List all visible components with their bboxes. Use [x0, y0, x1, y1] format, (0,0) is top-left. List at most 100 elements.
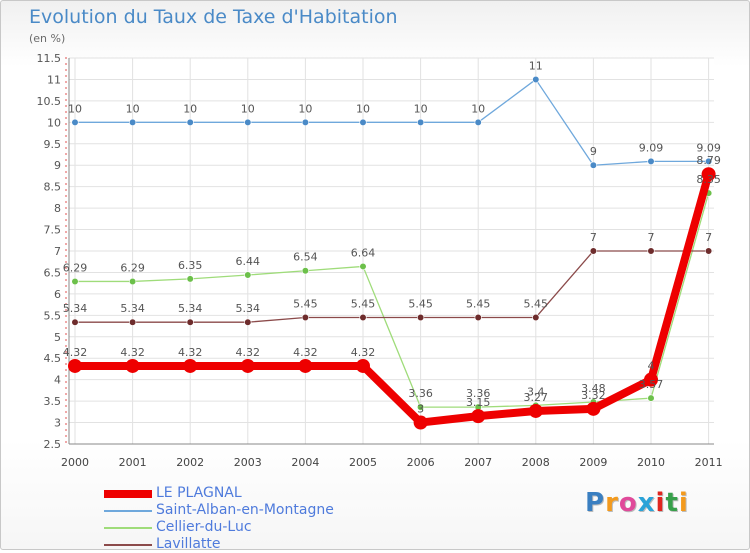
data-point [647, 394, 655, 402]
y-tick-label: 6 [54, 288, 61, 301]
data-point [298, 358, 313, 373]
data-label: 4.32 [351, 346, 376, 359]
x-tick-label: 2006 [407, 456, 435, 469]
data-label: 3.27 [524, 391, 549, 404]
logo-letter: t [665, 488, 679, 518]
data-label: 6.35 [178, 259, 203, 272]
data-label: 10 [298, 102, 312, 115]
y-tick-label: 4 [54, 374, 61, 387]
data-label: 8.79 [696, 154, 721, 167]
data-point [244, 318, 252, 326]
x-tick-label: 2003 [234, 456, 262, 469]
x-tick-label: 2004 [291, 456, 319, 469]
data-label: 10 [471, 102, 485, 115]
data-point [71, 118, 79, 126]
data-point [359, 262, 367, 271]
data-label: 3.15 [466, 396, 491, 409]
data-label: 10 [126, 102, 140, 115]
data-point [647, 157, 655, 165]
y-tick-label: 7 [54, 245, 61, 258]
data-label: 5.34 [236, 302, 261, 315]
data-label: 5.34 [120, 302, 145, 315]
data-label: 3.36 [466, 387, 491, 400]
data-point [474, 313, 482, 322]
data-label: 4.32 [178, 346, 203, 359]
data-point [589, 247, 598, 255]
y-tick-label: 11.5 [37, 52, 62, 65]
y-tick-label: 9 [54, 159, 61, 172]
data-label: 11 [529, 59, 543, 72]
data-point [417, 118, 425, 126]
y-tick-label: 6.5 [44, 266, 62, 279]
data-point [186, 118, 194, 126]
x-tick-label: 2007 [464, 456, 492, 469]
data-label: 6.64 [351, 246, 376, 259]
data-point [301, 267, 310, 275]
y-tick-label: 3 [54, 417, 61, 430]
data-label: 3 [417, 403, 424, 416]
data-point [186, 318, 194, 326]
data-label: 6.44 [236, 255, 261, 268]
x-tick-label: 2005 [349, 456, 377, 469]
legend-label: Lavillatte [156, 536, 221, 552]
data-label: 10 [183, 102, 197, 115]
data-label: 3.36 [408, 387, 433, 400]
data-point [301, 118, 310, 126]
data-label: 7 [705, 231, 712, 244]
logo-letter: i [678, 488, 689, 518]
data-point [704, 157, 713, 165]
logo-letter: o [618, 488, 638, 518]
y-tick-label: 8 [54, 202, 61, 215]
data-point [125, 358, 140, 373]
y-tick-label: 11 [47, 73, 61, 86]
legend-swatch [104, 527, 152, 529]
data-label: 5.45 [466, 297, 491, 310]
data-label: 6.54 [293, 251, 318, 264]
y-tick-label: 8.5 [44, 181, 62, 194]
y-tick-label: 4.5 [44, 352, 62, 365]
data-point [647, 247, 655, 255]
y-tick-label: 5 [54, 331, 61, 344]
data-point [474, 118, 482, 126]
x-tick-label: 2000 [61, 456, 89, 469]
data-point [71, 277, 79, 286]
chart-unit-label: (en %) [29, 32, 66, 45]
data-label: 3.48 [581, 382, 606, 395]
data-point [417, 313, 425, 322]
data-label: 6.29 [63, 261, 88, 274]
data-label: 4.32 [63, 346, 88, 359]
legend-label: Cellier-du-Luc [156, 519, 252, 535]
data-point [356, 358, 370, 373]
data-label: 5.45 [293, 297, 318, 310]
logo-letter: r [605, 488, 619, 518]
data-point [586, 401, 601, 416]
data-label: 5.45 [351, 297, 376, 310]
logo-letter: P [585, 488, 606, 518]
y-tick-label: 2.5 [44, 438, 62, 451]
y-tick-label: 10 [47, 116, 61, 129]
data-point [129, 118, 137, 126]
data-point [244, 118, 252, 126]
data-point [644, 372, 658, 387]
data-point [359, 313, 367, 322]
data-point [701, 167, 716, 182]
x-tick-label: 2010 [637, 456, 665, 469]
legend-label: LE PLAGNAL [156, 485, 242, 501]
data-point [129, 318, 137, 326]
data-label: 7 [590, 231, 597, 244]
y-tick-label: 3.5 [44, 395, 62, 408]
data-point [240, 358, 255, 373]
data-label: 5.45 [408, 297, 433, 310]
data-point [417, 403, 425, 411]
data-label: 4 [648, 360, 655, 373]
data-point [71, 318, 79, 326]
data-label: 4.32 [236, 346, 261, 359]
data-point [186, 275, 194, 283]
data-point [532, 75, 540, 84]
data-label: 4.32 [293, 346, 318, 359]
data-point [704, 247, 713, 255]
data-label: 6.29 [120, 261, 145, 274]
data-label: 4.32 [120, 346, 145, 359]
y-tick-label: 9.5 [44, 138, 62, 151]
